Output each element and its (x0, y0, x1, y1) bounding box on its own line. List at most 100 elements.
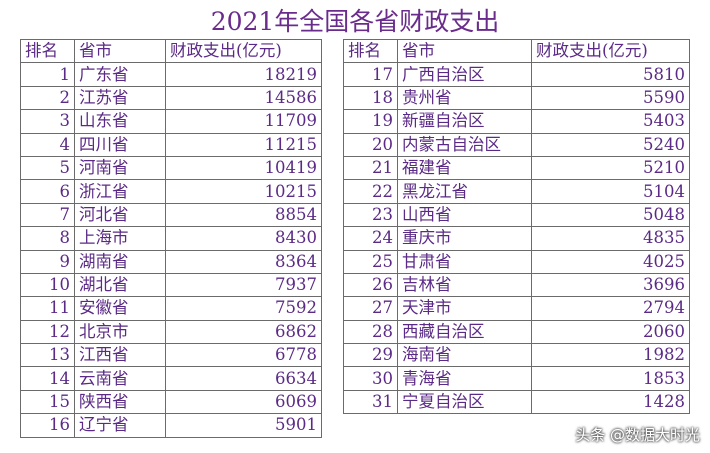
table-row: 8 上海市 8430 (20, 226, 322, 251)
rank-cell: 31 (343, 389, 398, 415)
header-rank: 排名 (343, 38, 398, 64)
table-row: 10 湖北省 7937 (20, 272, 322, 298)
rank-cell: 22 (343, 179, 398, 204)
rank-cell: 1 (20, 62, 75, 87)
value-cell: 2060 (531, 319, 690, 345)
province-cell: 山西省 (397, 202, 532, 228)
rank-cell: 16 (20, 413, 75, 438)
province-cell: 广西自治区 (397, 62, 532, 87)
value-cell: 7937 (165, 272, 322, 298)
table-header-row: 排名 省市 财政支出(亿元) (343, 38, 690, 64)
table-row: 30 青海省 1853 (343, 366, 690, 391)
value-cell: 5104 (531, 179, 690, 204)
rank-cell: 27 (343, 296, 398, 321)
province-cell: 湖南省 (74, 249, 166, 274)
rank-cell: 3 (20, 109, 75, 134)
value-cell: 8364 (165, 249, 322, 274)
table-row: 21 福建省 5210 (343, 155, 690, 181)
province-cell: 山东省 (74, 109, 166, 134)
rank-cell: 28 (343, 319, 398, 345)
province-cell: 重庆市 (397, 226, 532, 251)
province-cell: 海南省 (397, 343, 532, 368)
value-cell: 11709 (165, 109, 322, 134)
header-province: 省市 (74, 38, 166, 64)
province-cell: 辽宁省 (74, 413, 166, 438)
province-cell: 河南省 (74, 155, 166, 181)
rank-cell: 26 (343, 272, 398, 298)
province-cell: 河北省 (74, 202, 166, 228)
rank-cell: 17 (343, 62, 398, 87)
value-cell: 2794 (531, 296, 690, 321)
header-value: 财政支出(亿元) (165, 38, 322, 64)
value-cell: 1428 (531, 389, 690, 415)
table-row: 19 新疆自治区 5403 (343, 109, 690, 134)
page-title: 2021年全国各省财政支出 (210, 7, 500, 36)
table-row: 26 吉林省 3696 (343, 272, 690, 298)
rank-cell: 24 (343, 226, 398, 251)
province-cell: 四川省 (74, 132, 166, 157)
table-row: 23 山西省 5048 (343, 202, 690, 228)
table-row: 3 山东省 11709 (20, 109, 322, 134)
table-header-row: 排名 省市 财政支出(亿元) (20, 38, 322, 64)
province-cell: 内蒙古自治区 (397, 132, 532, 157)
table-row: 1 广东省 18219 (20, 62, 322, 87)
province-cell: 贵州省 (397, 85, 532, 111)
rank-cell: 29 (343, 343, 398, 368)
rank-cell: 12 (20, 319, 75, 345)
rank-cell: 4 (20, 132, 75, 157)
value-cell: 5240 (531, 132, 690, 157)
header-rank: 排名 (20, 38, 75, 64)
province-cell: 陕西省 (74, 389, 166, 415)
province-cell: 浙江省 (74, 179, 166, 204)
value-cell: 6634 (165, 366, 322, 391)
province-cell: 湖北省 (74, 272, 166, 298)
rank-cell: 6 (20, 179, 75, 204)
value-cell: 1982 (531, 343, 690, 368)
table-row: 16 辽宁省 5901 (20, 413, 322, 438)
rank-cell: 15 (20, 389, 75, 415)
value-cell: 4025 (531, 249, 690, 274)
table-row: 18 贵州省 5590 (343, 85, 690, 111)
table-row: 22 黑龙江省 5104 (343, 179, 690, 204)
table-row: 9 湖南省 8364 (20, 249, 322, 274)
rank-cell: 14 (20, 366, 75, 391)
rank-cell: 30 (343, 366, 398, 391)
table-row: 28 西藏自治区 2060 (343, 319, 690, 345)
rank-cell: 7 (20, 202, 75, 228)
rank-cell: 23 (343, 202, 398, 228)
table-row: 2 江苏省 14586 (20, 85, 322, 111)
province-cell: 上海市 (74, 226, 166, 251)
value-cell: 6778 (165, 343, 322, 368)
value-cell: 5590 (531, 85, 690, 111)
province-cell: 北京市 (74, 319, 166, 345)
table-row: 12 北京市 6862 (20, 319, 322, 345)
province-cell: 吉林省 (397, 272, 532, 298)
table-row: 27 天津市 2794 (343, 296, 690, 321)
province-cell: 福建省 (397, 155, 532, 181)
table-row: 4 四川省 11215 (20, 132, 322, 157)
province-cell: 青海省 (397, 366, 532, 391)
table-row: 17 广西自治区 5810 (343, 62, 690, 87)
province-cell: 安徽省 (74, 296, 166, 321)
rank-cell: 5 (20, 155, 75, 181)
value-cell: 6862 (165, 319, 322, 345)
value-cell: 14586 (165, 85, 322, 111)
table-row: 24 重庆市 4835 (343, 226, 690, 251)
watermark: 头条 @数据大时光 (575, 426, 700, 444)
expenditure-table-right: 排名 省市 财政支出(亿元) 17 广西自治区 5810 18 贵州省 5590 19 新疆自… (343, 38, 690, 415)
value-cell: 3696 (531, 272, 690, 298)
table-row: 6 浙江省 10215 (20, 179, 322, 204)
header-value: 财政支出(亿元) (531, 38, 690, 64)
value-cell: 11215 (165, 132, 322, 157)
value-cell: 6069 (165, 389, 322, 415)
province-cell: 广东省 (74, 62, 166, 87)
table-row: 13 江西省 6778 (20, 343, 322, 368)
province-cell: 甘肃省 (397, 249, 532, 274)
table-row: 11 安徽省 7592 (20, 296, 322, 321)
province-cell: 宁夏自治区 (397, 389, 532, 415)
header-province: 省市 (397, 38, 532, 64)
province-cell: 江西省 (74, 343, 166, 368)
province-cell: 江苏省 (74, 85, 166, 111)
table-row: 14 云南省 6634 (20, 366, 322, 391)
value-cell: 10419 (165, 155, 322, 181)
